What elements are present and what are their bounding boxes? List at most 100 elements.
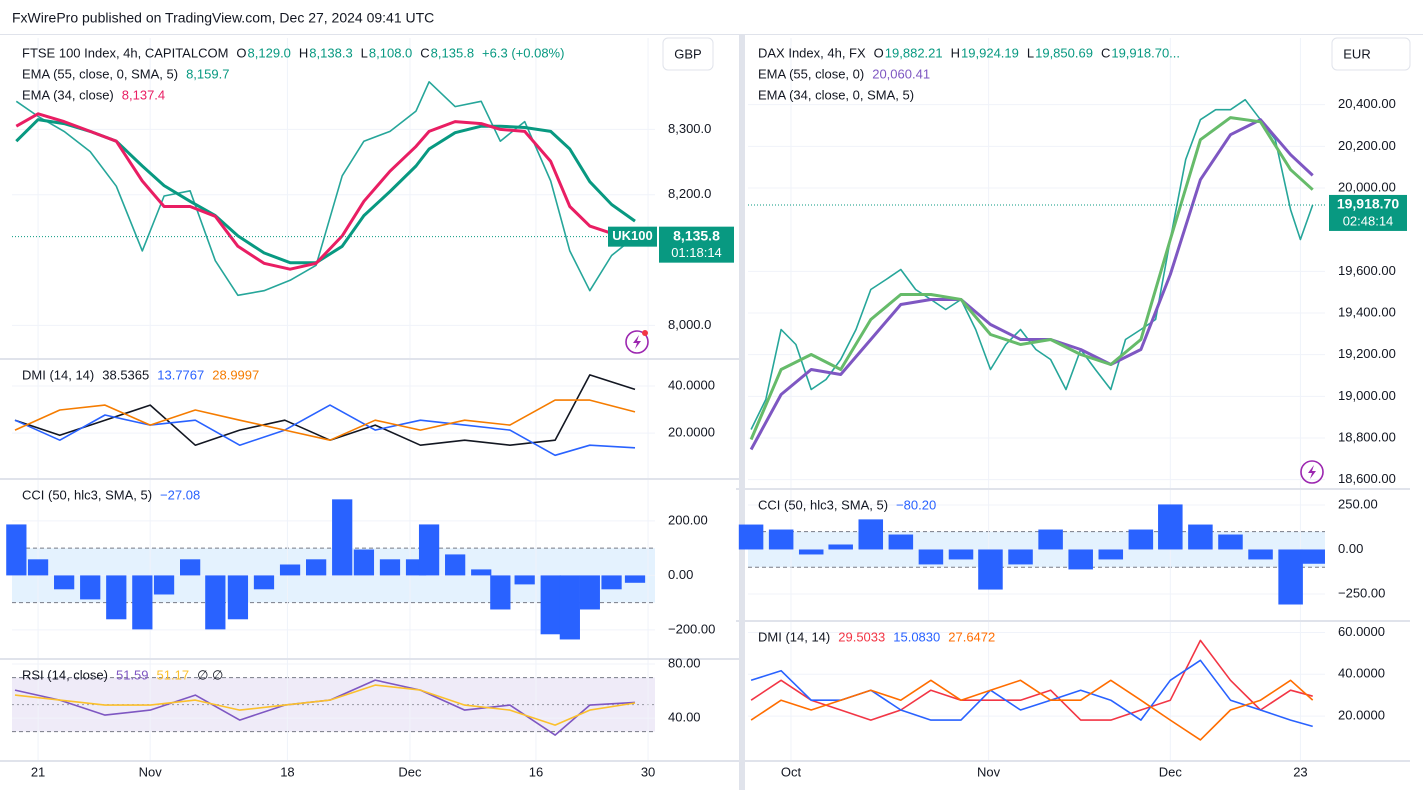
x-tick-label: Nov [977,764,1001,779]
series-line [14,684,636,726]
ohlc-value: 8,135.8 [431,45,474,60]
y-tick-label: 19,200.00 [1338,346,1396,361]
symbol-label-box [608,226,657,247]
x-tick-label: 21 [31,764,45,779]
cci-bar [106,575,127,620]
y-tick-label: 60.0000 [1338,624,1385,639]
legend-value: −27.08 [160,487,200,502]
ohlc-label: O [874,45,884,60]
cci-bar [1038,529,1063,550]
y-tick-label: 40.00 [668,710,701,725]
series-line [750,679,1314,741]
ohlc-label: H [951,45,960,60]
cci-bar [306,559,327,576]
x-tick-label: 16 [529,764,543,779]
y-tick-label: 80.00 [668,655,701,670]
ohlc-label: L [361,45,368,60]
cci-bar [559,575,580,640]
y-tick-label: 40.0000 [668,377,715,392]
legend-title: FTSE 100 Index, 4h, CAPITALCOM [22,45,228,60]
price-label-box [659,226,734,263]
ohlc-label: C [1101,45,1110,60]
x-tick-label: Nov [139,764,163,779]
legend-value: 20,060.41 [872,66,930,81]
ohlc-label: O [236,45,246,60]
countdown-label: 01:18:14 [671,245,722,260]
series-line [15,81,636,297]
legend-series-name: EMA (34, close, 0, SMA, 5) [758,87,914,102]
y-tick-label: 0.00 [1338,541,1363,556]
cci-bar [798,549,824,555]
ohlc-value: 19,850.69 [1035,45,1093,60]
legend-title: CCI (50, hlc3, SMA, 5) [758,497,888,512]
cci-bar [353,549,375,576]
y-tick-label: 8,200.0 [668,186,711,201]
cci-bar [601,575,622,590]
series-line [750,98,1314,430]
cci-bar [332,499,353,576]
cci-bar [153,575,175,595]
cci-bar [948,549,974,560]
legend-extra: ∅ ∅ [197,667,223,682]
cci-bar [1188,524,1213,550]
series-line [749,116,1314,441]
y-tick-label: 20.0000 [668,425,715,440]
legend-value: 15.0830 [893,629,940,644]
price-label: 19,918.70 [1337,196,1399,212]
y-tick-label: 20.0000 [1338,708,1385,723]
currency-label[interactable]: EUR [1343,46,1370,61]
currency-label[interactable]: GBP [674,46,701,61]
legend-title: DAX Index, 4h, FX [758,45,866,60]
y-tick-label: 18,600.00 [1338,471,1396,486]
alert-icon-bolt [633,335,641,349]
cci-bar [180,559,201,576]
legend-value: 29.5033 [838,629,885,644]
chart-separator [739,34,745,790]
y-tick-label: 250.00 [1338,496,1378,511]
ohlc-value: 8,138.3 [309,45,352,60]
cci-bar [888,534,914,550]
cci-bar [768,529,794,550]
series-line [14,399,636,442]
legend-series-name: EMA (34, close) [22,87,114,102]
currency-button[interactable] [1331,37,1411,71]
y-tick-label: −250.00 [1338,585,1385,600]
currency-button[interactable] [662,37,714,71]
alert-icon[interactable] [625,330,649,354]
cci-bar [514,575,535,585]
legend-series-name: EMA (55, close, 0) [758,66,864,81]
alert-dot [642,330,648,336]
y-tick-label: 0.00 [668,567,693,582]
legend-value: −80.20 [896,497,936,512]
cci-bar [1158,504,1183,550]
x-tick-label: 30 [641,764,655,779]
alert-icon[interactable] [1300,460,1324,484]
legend-value: 8,137.4 [122,87,165,102]
y-tick-label: 8,300.0 [668,121,711,136]
series-line [749,118,1314,451]
legend-value: 27.6472 [948,629,995,644]
ohlc-value: 19,924.19 [961,45,1019,60]
legend-series-name: EMA (55, close, 0, SMA, 5) [22,66,178,81]
legend-value: 51.17 [157,667,190,682]
cci-bar [1300,549,1325,564]
cci-bar [27,559,49,576]
ui-layer: GBP EUR 8,000.0 8,200.0 8,300.0 FTSE 100 In… [22,37,1411,779]
y-tick-label: 19,000.00 [1338,388,1396,403]
cci-bar [471,569,492,576]
cci-bar [738,524,764,550]
x-tick-label: 18 [280,764,294,779]
ohlc-value: 19,918.70... [1111,45,1180,60]
cci-bar [253,575,275,590]
cci-bar [6,524,27,576]
countdown-label: 02:48:14 [1343,213,1394,228]
cci-bar [132,575,153,630]
y-tick-label: 20,200.00 [1338,138,1396,153]
cci-bar [1068,549,1093,570]
x-tick-label: 23 [1293,764,1307,779]
cci-bar [279,564,301,576]
legend-title: CCI (50, hlc3, SMA, 5) [22,487,152,502]
price-change: +6.3 (+0.08%) [482,45,564,60]
series-line [14,404,636,457]
